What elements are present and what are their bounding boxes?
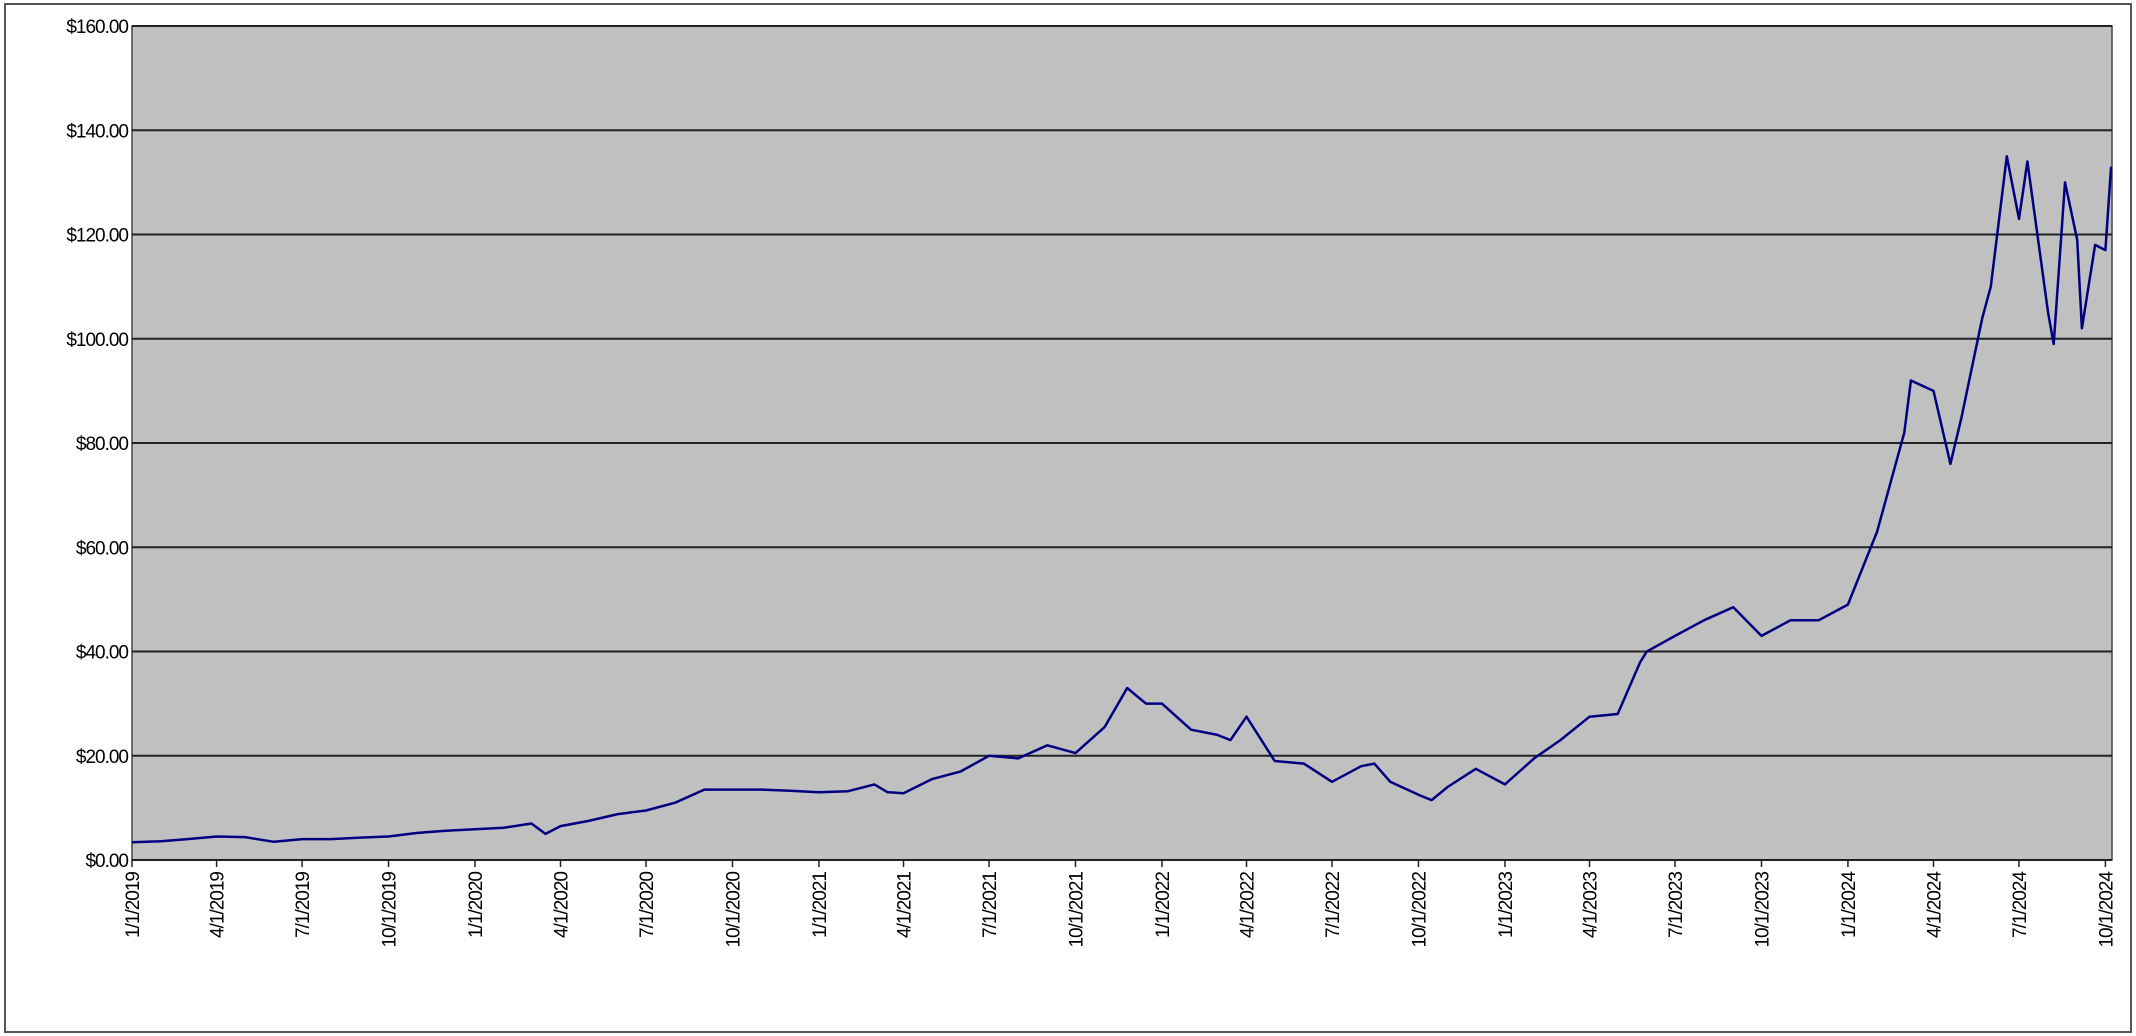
y-tick-label: $60.00 bbox=[76, 538, 129, 559]
y-tick-label: $120.00 bbox=[66, 226, 128, 247]
y-tick-label: $160.00 bbox=[66, 17, 128, 38]
x-tick-label: 7/1/2023 bbox=[1666, 872, 1687, 938]
x-tick-label: 7/1/2020 bbox=[637, 872, 658, 938]
x-tick-label: 1/1/2019 bbox=[123, 872, 144, 938]
y-tick-label: $140.00 bbox=[66, 121, 128, 142]
x-tick-label: 1/1/2021 bbox=[810, 872, 831, 938]
x-tick-label: 4/1/2021 bbox=[895, 872, 916, 938]
x-tick-label: 1/1/2020 bbox=[466, 872, 487, 938]
x-tick-label: 10/1/2021 bbox=[1066, 872, 1087, 948]
x-tick-label: 10/1/2023 bbox=[1752, 872, 1773, 948]
x-tick-label: 1/1/2023 bbox=[1496, 872, 1517, 938]
x-tick-label: 4/1/2019 bbox=[208, 872, 229, 938]
x-tick-label: 7/1/2019 bbox=[293, 872, 314, 938]
x-tick-label: 7/1/2022 bbox=[1323, 872, 1344, 938]
x-tick-label: 1/1/2022 bbox=[1153, 872, 1174, 938]
y-tick-label: $20.00 bbox=[76, 747, 129, 768]
x-tick-label: 10/1/2020 bbox=[723, 872, 744, 948]
y-tick-label: $0.00 bbox=[85, 851, 128, 872]
x-tick-label: 4/1/2020 bbox=[552, 872, 573, 938]
y-tick-label: $100.00 bbox=[66, 330, 128, 351]
x-tick-label: 10/1/2022 bbox=[1409, 872, 1430, 948]
x-tick-label: 4/1/2023 bbox=[1581, 872, 1602, 938]
x-tick-label: 10/1/2019 bbox=[380, 872, 401, 948]
x-tick-label: 4/1/2024 bbox=[1924, 871, 1945, 938]
x-tick-label: 10/1/2024 bbox=[2096, 871, 2117, 948]
y-tick-label: $40.00 bbox=[76, 643, 129, 664]
x-tick-label: 4/1/2022 bbox=[1238, 872, 1259, 938]
price-line bbox=[131, 155, 2113, 844]
y-tick-label: $80.00 bbox=[76, 434, 129, 455]
x-tick-label: 7/1/2021 bbox=[980, 872, 1001, 938]
x-tick-label: 7/1/2024 bbox=[2010, 871, 2031, 938]
x-tick-label: 1/1/2024 bbox=[1839, 871, 1860, 938]
